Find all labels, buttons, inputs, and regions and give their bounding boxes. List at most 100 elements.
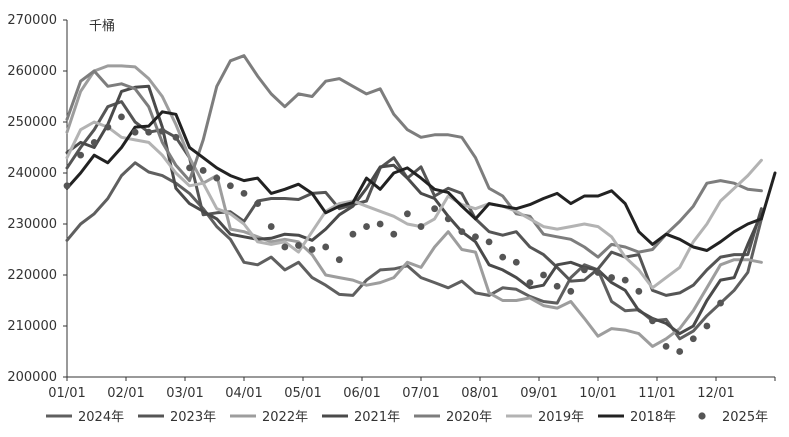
legend-item: 2025年	[698, 410, 768, 425]
data-point	[662, 343, 670, 350]
legend-label: 2019年	[538, 410, 584, 425]
series-2	[65, 64, 763, 348]
data-point	[240, 190, 248, 197]
legend-label: 2022年	[262, 410, 308, 425]
data-point	[254, 200, 262, 208]
data-point	[131, 128, 139, 136]
legend-label: 2024年	[78, 410, 124, 425]
legend-item: 2018年	[598, 410, 676, 425]
axes: 200000 210000 220000 230000 240000 250000 2600…	[7, 13, 776, 401]
data-point	[349, 230, 357, 238]
data-point	[485, 238, 493, 246]
legend-label: 2025年	[722, 410, 768, 425]
data-point	[104, 123, 112, 131]
x-tick-label: 08/01	[461, 386, 498, 401]
data-point	[281, 243, 289, 251]
data-point	[567, 287, 575, 295]
y-tick-label: 200000	[7, 370, 57, 385]
data-point	[526, 279, 534, 287]
data-point	[77, 151, 85, 159]
data-point	[376, 220, 384, 228]
series-line	[65, 54, 763, 259]
data-point	[226, 182, 234, 190]
data-point	[676, 348, 684, 355]
data-point	[363, 223, 370, 230]
series-6	[65, 110, 777, 252]
legend: 2024年 2023年 2022年 2021年 2020年 2019年 2018年 2025年	[46, 410, 768, 425]
series-4	[65, 54, 763, 259]
x-tick-label: 02/01	[107, 386, 144, 401]
legend-label: 2018年	[630, 410, 676, 425]
series-5	[65, 120, 763, 290]
x-tick-label: 12/01	[697, 386, 734, 401]
data-point	[472, 233, 479, 241]
series-0	[65, 161, 763, 341]
data-point	[703, 322, 711, 330]
x-tick-label: 07/01	[402, 386, 439, 401]
data-point	[417, 223, 425, 230]
data-point	[431, 205, 439, 213]
legend-label: 2020年	[446, 410, 492, 425]
data-point	[213, 174, 221, 182]
data-point	[145, 128, 153, 136]
data-point	[158, 127, 166, 135]
y-tick-label: 250000	[7, 115, 57, 130]
data-point	[621, 276, 629, 284]
data-point	[444, 215, 452, 223]
legend-item: 2022年	[230, 410, 308, 425]
data-point	[458, 228, 466, 236]
series-7	[63, 113, 724, 355]
legend-item: 2024年	[46, 410, 124, 425]
data-point	[580, 266, 588, 274]
data-point	[172, 133, 180, 141]
data-point	[403, 210, 411, 218]
legend-item: 2023年	[138, 410, 216, 425]
y-tick-label: 220000	[7, 268, 57, 283]
data-point	[689, 335, 697, 343]
legend-item: 2021年	[322, 410, 400, 425]
legend-marker	[698, 412, 706, 420]
y-tick-label: 240000	[7, 166, 57, 181]
legend-label: 2021年	[354, 410, 400, 425]
data-point	[199, 167, 207, 174]
y-tick-label: 230000	[7, 217, 57, 232]
x-tick-label: 10/01	[579, 386, 616, 401]
data-point	[717, 299, 724, 307]
y-tick-label: 270000	[7, 13, 57, 28]
unit-label: 千桶	[89, 19, 115, 34]
x-tick-label: 06/01	[343, 386, 380, 401]
data-point	[540, 271, 547, 279]
legend-label: 2023年	[170, 410, 216, 425]
series-3	[65, 84, 763, 336]
data-point	[512, 258, 520, 266]
data-point	[186, 164, 193, 172]
data-point	[608, 274, 616, 281]
data-point	[390, 230, 398, 238]
y-tick-label: 260000	[7, 64, 57, 79]
series-line	[65, 84, 763, 336]
data-point	[635, 287, 643, 295]
data-point	[649, 317, 656, 325]
data-point	[553, 282, 561, 290]
series-line	[65, 64, 763, 348]
series-layer	[63, 54, 777, 355]
legend-item: 2019年	[506, 410, 584, 425]
x-tick-label: 01/01	[48, 386, 85, 401]
y-tick-label: 210000	[7, 319, 57, 334]
data-point	[295, 242, 302, 249]
data-point	[267, 223, 275, 230]
data-point	[335, 256, 343, 264]
x-tick-label: 05/01	[284, 386, 321, 401]
data-point	[499, 253, 507, 261]
data-point	[90, 139, 98, 146]
data-point	[63, 182, 71, 190]
x-tick-label: 09/01	[520, 386, 557, 401]
data-point	[322, 243, 330, 251]
series-line	[65, 110, 777, 252]
data-point	[594, 269, 602, 276]
x-tick-label: 04/01	[225, 386, 262, 401]
data-point	[118, 113, 125, 121]
legend-item: 2020年	[414, 410, 492, 425]
